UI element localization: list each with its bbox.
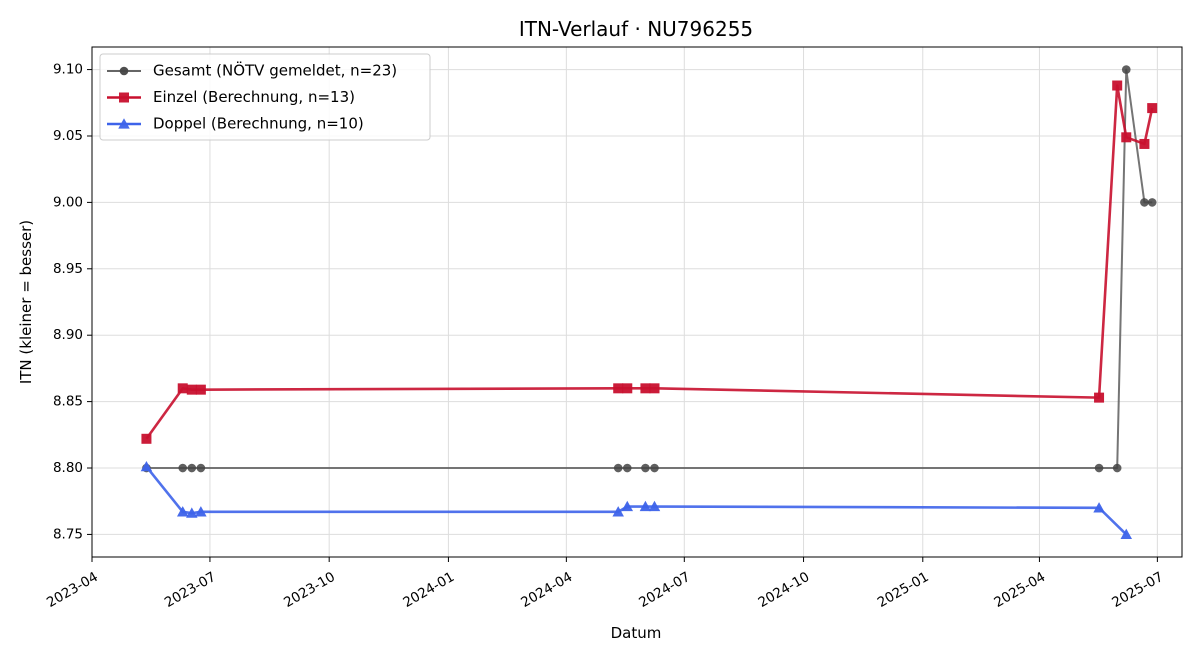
y-tick-label: 8.90: [53, 327, 83, 343]
data-point-marker: [1093, 502, 1105, 513]
y-tick-label: 8.75: [53, 526, 83, 542]
data-point-marker: [1139, 138, 1150, 149]
data-point-marker: [141, 433, 152, 444]
data-point-marker: [1112, 463, 1122, 473]
data-point-marker: [1121, 132, 1132, 143]
x-axis: 2023-04 2023-07 2023-10 2024-01 2024-04 2024-…: [44, 557, 1166, 611]
data-point-marker: [196, 463, 206, 473]
data-point-marker: [1147, 198, 1157, 207]
y-axis-label: ITN (kleiner = besser): [17, 220, 35, 384]
data-point-marker: [118, 118, 130, 129]
data-point-marker: [613, 383, 624, 394]
series-3: [140, 460, 1133, 540]
data-point-marker: [641, 463, 650, 473]
data-point-marker: [1121, 65, 1131, 74]
x-tick-label: 2024-10: [755, 569, 812, 611]
data-point-marker: [613, 463, 623, 473]
y-tick-label: 8.80: [53, 460, 83, 476]
x-tick-label: 2025-04: [991, 569, 1048, 611]
plot-area-frame: [91, 46, 1183, 558]
data-point-marker: [119, 92, 129, 103]
x-tick-label: 2023-04: [44, 569, 101, 611]
x-tick-label: 2025-01: [875, 569, 932, 611]
data-point-marker: [178, 463, 188, 473]
data-point-marker: [640, 383, 651, 394]
data-point-marker: [1147, 103, 1158, 114]
data-point-marker: [195, 384, 206, 395]
legend-label: Einzel (Berechnung, n=13): [153, 88, 355, 106]
data-point-marker: [1120, 528, 1133, 540]
data-point-marker: [176, 506, 189, 517]
y-tick-label: 8.95: [53, 261, 83, 277]
data-point-marker: [186, 384, 197, 395]
data-point-marker: [648, 500, 661, 512]
y-axis: 8.75 8.80 8.85 8.90 8.95 9.00 9.05 9.10: [53, 62, 92, 542]
chart-title: ITN-Verlauf · NU796255: [519, 17, 753, 41]
data-point-marker: [177, 383, 188, 394]
x-tick-label: 2024-01: [400, 569, 457, 611]
data-point-marker: [140, 460, 153, 472]
data-point-marker: [1094, 463, 1104, 473]
data-point-marker: [622, 383, 633, 394]
x-tick-label: 2024-07: [636, 569, 693, 611]
data-point-marker: [639, 500, 652, 512]
legend-label: Doppel (Berechnung, n=10): [153, 115, 364, 133]
data-point-marker: [1094, 392, 1105, 403]
series-line: [145, 465, 1128, 536]
x-axis-label: Datum: [611, 624, 662, 642]
data-point-marker: [650, 463, 659, 473]
data-point-marker: [187, 463, 197, 473]
y-tick-label: 9.10: [53, 62, 83, 78]
data-point-marker: [1112, 80, 1123, 91]
data-point-marker: [622, 463, 632, 473]
x-tick-label: 2025-07: [1109, 569, 1166, 611]
chart-legend: Gesamt (NÖTV gemeldet, n=23) Einzel (Bere…: [99, 53, 431, 141]
x-tick-label: 2023-07: [162, 569, 219, 611]
data-point-marker: [1140, 198, 1149, 207]
data-point-marker: [186, 507, 198, 518]
series-layer: [140, 65, 1158, 540]
x-tick-label: 2023-10: [281, 569, 338, 611]
series-2: [141, 80, 1158, 444]
y-tick-label: 9.00: [53, 194, 83, 210]
data-point-marker: [621, 500, 634, 512]
y-tick-label: 8.85: [53, 394, 83, 410]
legend-label: Gesamt (NÖTV gemeldet, n=23): [153, 61, 397, 80]
data-point-marker: [612, 506, 624, 517]
data-point-marker: [649, 383, 660, 394]
data-point-marker: [119, 66, 129, 76]
y-tick-label: 9.05: [53, 128, 83, 144]
legend-box: [99, 53, 431, 141]
x-tick-label: 2024-04: [518, 569, 575, 611]
data-point-marker: [195, 506, 207, 517]
